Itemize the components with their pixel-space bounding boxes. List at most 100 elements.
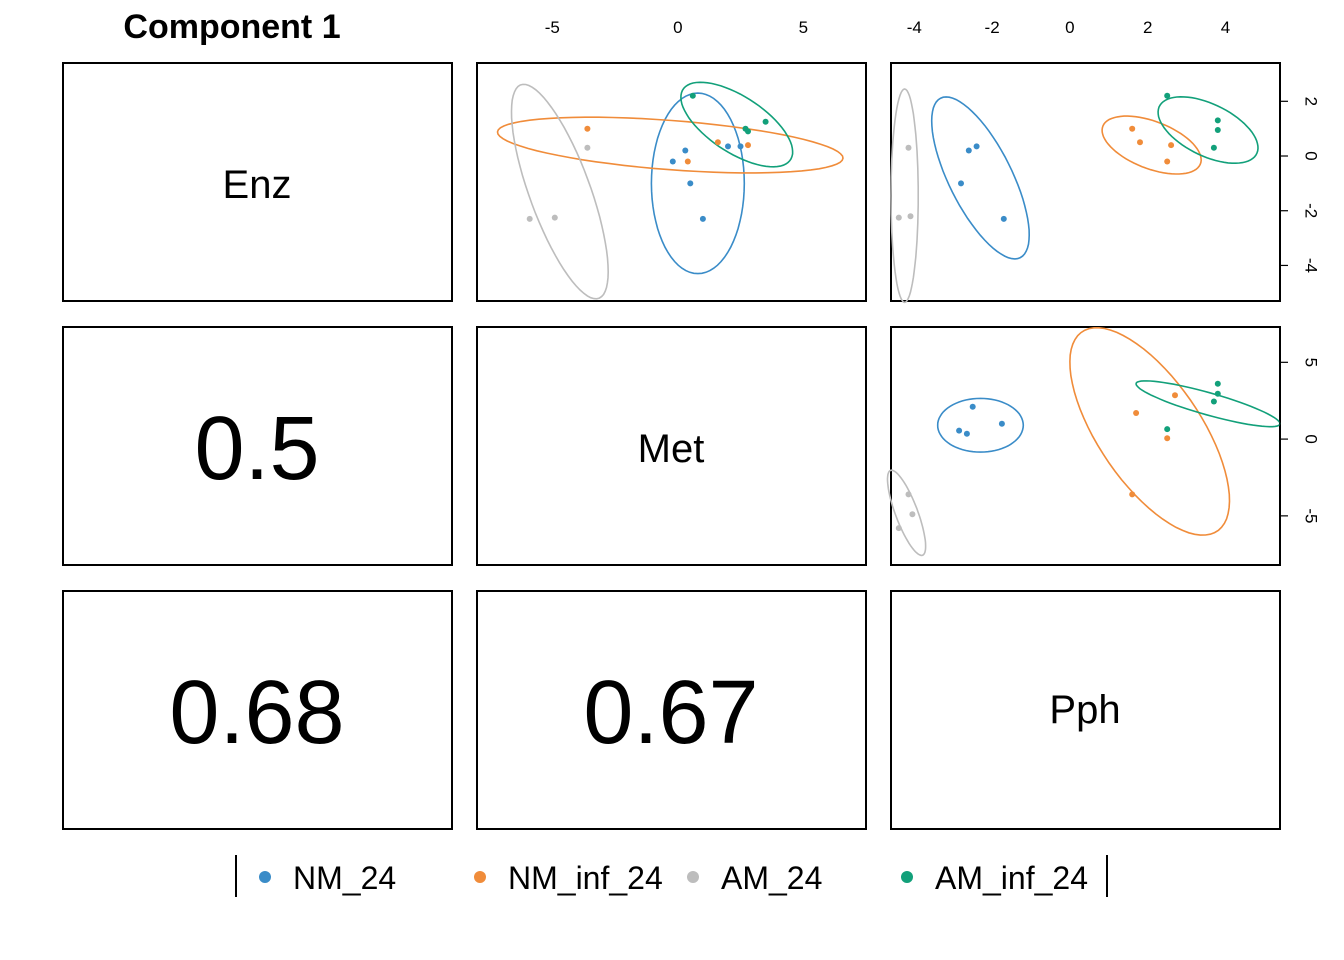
plot-title: Component 1 — [123, 8, 340, 46]
point-nm-24 — [682, 147, 689, 154]
point-am-inf-24 — [1214, 127, 1221, 133]
ellipse-am-inf-24 — [1135, 380, 1281, 428]
legend-label-am-24: AM_24 — [721, 860, 822, 896]
legend-marker-am-inf-24 — [901, 871, 913, 883]
panel-corr-pph-enz — [62, 590, 453, 830]
point-nm-inf-24 — [1168, 142, 1175, 149]
legend-marker-nm-inf-24 — [474, 871, 486, 883]
legend: NM_24 NM_inf_24 AM_24 AM_inf_24 — [235, 855, 1108, 897]
correlation-met-enz: 0.5 — [194, 399, 319, 499]
point-nm-24 — [687, 180, 694, 187]
point-am-24 — [584, 144, 591, 151]
point-nm-24 — [969, 403, 976, 410]
x-tick-label: -2 — [985, 18, 1000, 37]
point-am-inf-24 — [1210, 144, 1217, 151]
point-nm-inf-24 — [1129, 125, 1136, 132]
ellipse-am-inf-24 — [680, 81, 794, 168]
point-nm-inf-24 — [1137, 139, 1143, 146]
point-nm-24 — [699, 215, 706, 222]
legend-label-nm-inf-24: NM_inf_24 — [508, 860, 663, 896]
point-nm-inf-24 — [684, 158, 691, 165]
ellipse-am-24 — [886, 469, 927, 557]
scatter-pph-vs-met: -5 0 5 — [886, 327, 1321, 557]
point-nm-inf-24 — [1164, 435, 1171, 442]
ellipse-nm-24 — [650, 92, 746, 275]
point-nm-inf-24 — [1172, 392, 1178, 399]
point-nm-inf-24 — [714, 139, 721, 146]
point-am-inf-24 — [1214, 117, 1221, 124]
point-nm-inf-24 — [745, 142, 751, 149]
x-tick-label: -4 — [907, 18, 922, 37]
legend-marker-am-24 — [687, 871, 699, 883]
y-tick-label: 5 — [1301, 358, 1320, 367]
panel-corr-met-enz — [62, 326, 453, 566]
x-tick-label: 2 — [1143, 18, 1152, 37]
scatter-pph-vs-enz: -4 -2 0 2 4 -4 -2 0 2 — [890, 18, 1321, 304]
legend-marker-nm-24 — [259, 871, 271, 883]
x-tick-label: 0 — [673, 18, 682, 37]
ellipse-nm-inf-24 — [1101, 115, 1203, 175]
point-nm-24 — [973, 143, 980, 150]
panel-pph-vs-enz — [890, 62, 1281, 302]
y-tick-label: -4 — [1301, 258, 1320, 273]
ellipse-am-24 — [510, 83, 610, 300]
point-nm-inf-24 — [1129, 491, 1136, 498]
point-am-inf-24 — [1214, 380, 1221, 387]
point-nm-inf-24 — [584, 125, 591, 132]
legend-label-nm-24: NM_24 — [293, 860, 396, 896]
point-am-24 — [909, 511, 916, 518]
y-tick-label: 0 — [1302, 434, 1321, 443]
panel-pph-diagonal — [890, 590, 1281, 830]
variable-label-enz: Enz — [223, 163, 292, 207]
point-am-inf-24 — [689, 92, 696, 99]
point-am-24 — [895, 214, 902, 221]
point-am-inf-24 — [762, 118, 769, 125]
variable-label-pph: Pph — [1049, 688, 1120, 732]
point-am-inf-24 — [1210, 398, 1217, 405]
point-am-inf-24 — [745, 128, 751, 135]
point-nm-inf-24 — [1164, 158, 1171, 165]
correlation-pph-met: 0.67 — [583, 663, 758, 763]
y-tick-label: -5 — [1302, 508, 1321, 523]
point-am-24 — [526, 215, 533, 222]
ellipse-nm-24 — [930, 96, 1031, 260]
ellipse-am-24 — [890, 88, 919, 304]
x-tick-label: -5 — [545, 18, 560, 37]
x-tick-label: 0 — [1065, 18, 1074, 37]
y-tick-label: -2 — [1301, 203, 1320, 218]
scatter-met-vs-enz: -5 0 5 — [496, 18, 844, 300]
point-am-inf-24 — [1164, 92, 1171, 99]
point-nm-24 — [958, 180, 964, 187]
point-am-inf-24 — [1214, 390, 1221, 397]
legend-label-am-inf-24: AM_inf_24 — [935, 860, 1088, 896]
x-tick-label: 4 — [1221, 18, 1230, 37]
panel-enz-diagonal — [62, 62, 453, 302]
point-nm-24 — [965, 147, 972, 154]
panel-met-diagonal — [476, 326, 867, 566]
point-nm-24 — [956, 427, 963, 434]
ellipse-nm-inf-24 — [496, 116, 844, 174]
ellipse-nm-24 — [936, 397, 1025, 453]
point-am-24 — [907, 213, 914, 220]
point-am-24 — [905, 491, 912, 498]
point-am-24 — [905, 144, 912, 151]
y-tick-label: 0 — [1302, 151, 1321, 160]
point-nm-24 — [737, 143, 744, 150]
point-nm-24 — [1000, 215, 1007, 222]
point-nm-24 — [669, 158, 676, 165]
point-nm-24 — [725, 143, 731, 150]
point-am-inf-24 — [1164, 426, 1171, 433]
x-tick-label: 5 — [799, 18, 808, 37]
panel-corr-pph-met — [476, 590, 867, 830]
ellipse-am-inf-24 — [1157, 95, 1259, 164]
point-am-24 — [551, 214, 558, 221]
panel-met-vs-enz — [476, 62, 867, 302]
point-nm-inf-24 — [1133, 410, 1140, 416]
point-am-24 — [895, 525, 902, 532]
point-nm-24 — [963, 430, 970, 437]
panel-pph-vs-met — [890, 326, 1281, 566]
variable-label-met: Met — [638, 427, 705, 471]
point-nm-24 — [998, 420, 1005, 427]
ellipse-nm-inf-24 — [1069, 327, 1231, 536]
